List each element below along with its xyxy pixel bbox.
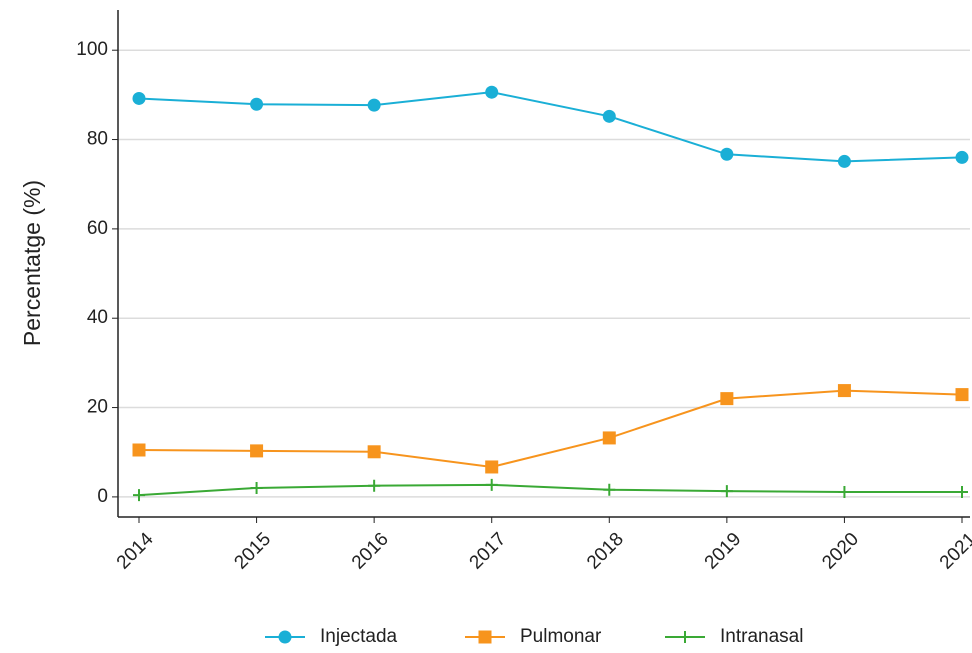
- series-line: [138, 483, 962, 497]
- point: [367, 445, 381, 459]
- point: [679, 631, 691, 643]
- legend-label: Injectada: [320, 626, 398, 647]
- point: [720, 147, 734, 161]
- point: [132, 91, 146, 105]
- legend-marker: [679, 631, 691, 643]
- y-axis-label: Percentatge (%): [19, 180, 45, 346]
- point: [837, 154, 851, 168]
- point: [955, 388, 969, 402]
- point: [133, 489, 145, 502]
- point: [603, 483, 616, 496]
- point: [278, 630, 292, 644]
- y-tick-label: 40: [87, 307, 108, 328]
- y-tick-label: 0: [97, 486, 108, 507]
- x-tick-label: 2021: [936, 529, 972, 574]
- point: [485, 85, 499, 99]
- series-line: [138, 389, 963, 468]
- point: [602, 109, 616, 123]
- point: [837, 384, 851, 398]
- x-tick-label: 2018: [583, 529, 628, 574]
- point: [368, 479, 381, 492]
- point: [478, 630, 492, 644]
- y-tick-label: 100: [76, 39, 108, 60]
- point: [485, 460, 499, 474]
- y-tick-label: 20: [87, 397, 108, 418]
- point: [956, 485, 968, 498]
- x-tick-label: 2020: [818, 529, 863, 574]
- y-tick-label: 60: [87, 218, 108, 239]
- legend-marker: [278, 630, 292, 644]
- x-tick-label: 2017: [466, 529, 511, 574]
- x-tick-label: 2019: [701, 529, 746, 574]
- x-tick-label: 2016: [348, 529, 393, 574]
- point: [602, 431, 616, 445]
- point: [955, 150, 969, 164]
- point: [250, 444, 264, 458]
- x-tick-label: 2014: [113, 528, 158, 573]
- legend-marker: [478, 630, 492, 644]
- point: [250, 481, 263, 494]
- y-tick-label: 80: [87, 129, 108, 150]
- point: [485, 478, 498, 491]
- point: [367, 98, 381, 112]
- series-line: [138, 91, 963, 163]
- legend-label: Intranasal: [720, 626, 803, 647]
- x-tick-label: 2015: [230, 529, 275, 574]
- point: [720, 485, 733, 498]
- point: [720, 392, 734, 406]
- point: [250, 97, 264, 111]
- legend-label: Pulmonar: [520, 626, 602, 647]
- point: [838, 485, 851, 498]
- point: [132, 443, 146, 457]
